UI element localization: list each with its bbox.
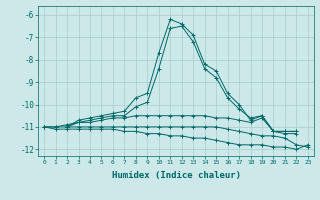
X-axis label: Humidex (Indice chaleur): Humidex (Indice chaleur): [111, 171, 241, 180]
